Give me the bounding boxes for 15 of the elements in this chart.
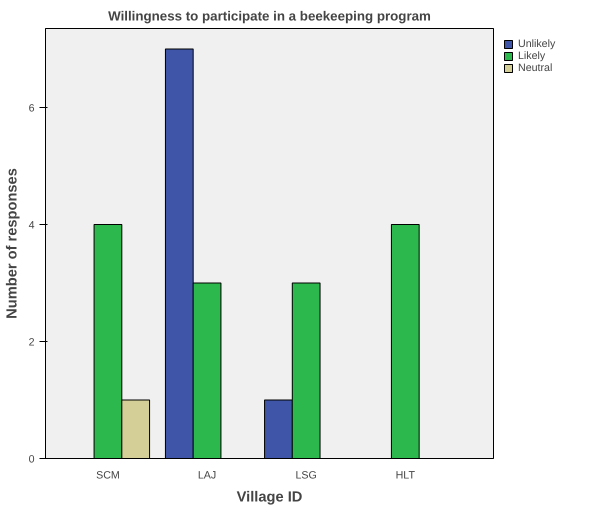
y-tick-label: 6 [28,102,35,114]
x-tick-label: LSG [296,470,317,482]
legend-label: Likely [518,50,546,62]
x-tick-label: SCM [96,470,120,482]
y-tick-label: 4 [28,219,35,232]
legend-label: Neutral [518,62,552,74]
bar [390,224,420,458]
chart-title: Willingness to participate in a beekeeping program [108,8,432,24]
x-tick-label: LAJ [198,470,216,482]
y-tick-label: 2 [28,336,35,348]
legend-label: Unlikely [518,38,556,50]
x-tick-label: HLT [396,470,416,482]
y-axis-title: Number of responses [4,168,21,319]
y-tick-label: 0 [28,454,35,466]
x-axis-title: Village ID [236,490,302,506]
